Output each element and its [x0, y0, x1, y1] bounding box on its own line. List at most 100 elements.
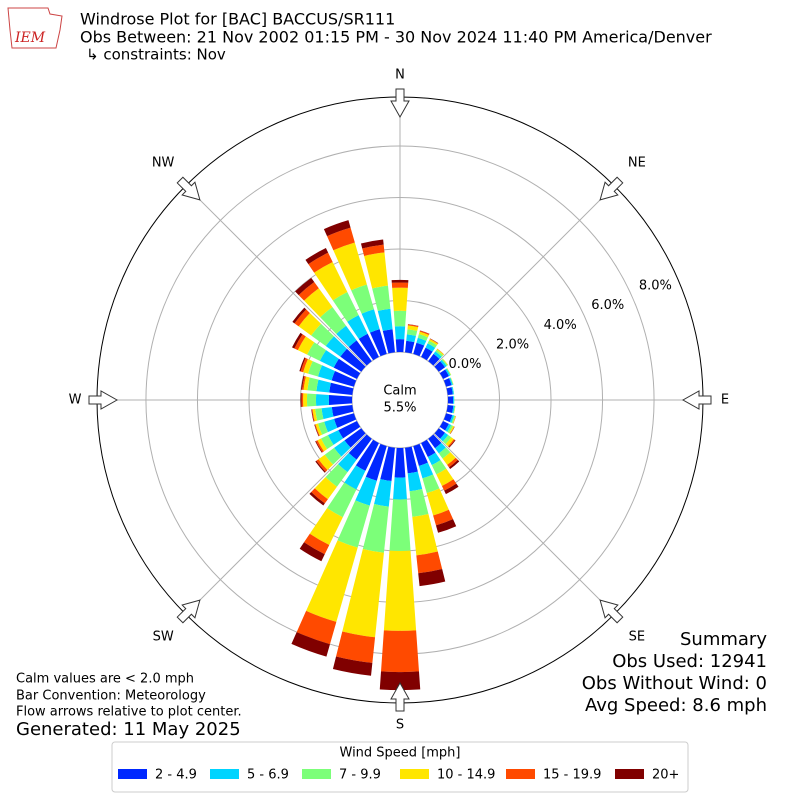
bar-segment — [317, 365, 335, 381]
summary-line: Avg Speed: 8.6 mph — [585, 695, 767, 716]
bar-segment — [380, 446, 395, 482]
bar-segment — [340, 348, 366, 372]
bar-segment — [300, 393, 302, 407]
compass-label: S — [396, 718, 404, 733]
legend-label: 2 - 4.9 — [155, 768, 197, 783]
legend-title: Wind Speed [mph] — [340, 746, 461, 761]
bar-segment — [407, 324, 419, 327]
bar-segment — [440, 432, 449, 442]
compass-label: N — [395, 68, 405, 83]
radial-grid-line — [433, 185, 615, 367]
bar-segment — [417, 334, 428, 341]
chart-subtitle: Obs Between: 21 Nov 2002 01:15 PM - 30 N… — [80, 28, 712, 47]
bar-segment — [433, 509, 454, 526]
bar-segment — [308, 252, 333, 273]
bar-segment — [320, 435, 334, 450]
bar-segment — [336, 325, 357, 347]
bar-segment — [416, 551, 443, 574]
bar-segment — [419, 330, 430, 335]
bar-segment — [445, 437, 454, 447]
bar-segment — [291, 632, 330, 657]
bar-segment — [442, 358, 449, 366]
legend-swatch — [506, 769, 535, 779]
bar-segment — [448, 425, 455, 434]
flow-arrow — [681, 390, 712, 410]
bar-segment — [292, 332, 303, 349]
bar-segment — [311, 409, 315, 422]
legend: Wind Speed [mph] 2 - 4.9 5 - 6.9 7 - 9.9 10… — [111, 741, 689, 793]
bar-segment — [334, 440, 351, 457]
bar-segment — [314, 261, 348, 301]
bar-segment — [332, 292, 359, 322]
bar-segment — [307, 377, 319, 392]
bar-segment — [338, 453, 357, 473]
bar-segment — [315, 440, 324, 453]
logo-text: IEM — [14, 30, 46, 46]
bar-segment — [296, 610, 337, 645]
bar-segment — [428, 339, 438, 346]
summary-line: Obs Used: 12941 — [612, 651, 767, 672]
legend-label: 7 - 9.9 — [339, 768, 381, 783]
bar-segment — [328, 395, 353, 405]
bar-segment — [324, 447, 342, 465]
bar-segment — [439, 421, 449, 431]
bar-segment — [299, 542, 325, 562]
bar-segment — [365, 443, 387, 481]
bar-segment — [320, 306, 347, 334]
bar-segment — [305, 248, 329, 265]
legend-label: 20+ — [652, 768, 679, 783]
bar-segment — [311, 323, 334, 347]
legend-swatch — [210, 769, 239, 779]
bar-segment — [412, 514, 438, 556]
bar-segment — [358, 333, 379, 361]
bar-segment — [372, 285, 391, 311]
bar-segment — [413, 443, 428, 466]
bar-segment — [344, 465, 366, 490]
bar-segment — [327, 430, 344, 445]
bar-segment — [381, 630, 419, 673]
r-tick-label: 2.0% — [496, 338, 529, 353]
bar-segment — [453, 405, 456, 414]
bar-segment — [342, 549, 384, 638]
bar-segment — [362, 504, 389, 553]
bar-segment — [406, 334, 416, 343]
compass-label: NE — [628, 156, 646, 171]
bar-segment — [389, 499, 411, 552]
bar-segment — [294, 309, 310, 327]
bar-segment — [351, 284, 374, 314]
bar-segment — [348, 340, 372, 366]
bar-segment — [446, 387, 453, 395]
bar-segment — [292, 307, 307, 324]
bar-segment — [308, 361, 323, 377]
bar-segment — [405, 340, 415, 354]
bar-segment — [451, 415, 456, 424]
bar-segment — [333, 358, 361, 379]
bar-segment — [419, 330, 430, 335]
bar-segment — [407, 471, 423, 492]
bar-segment — [304, 288, 333, 318]
bar-segment — [307, 342, 327, 361]
note: Calm values are < 2.0 mph — [16, 672, 194, 687]
bar-segment — [427, 452, 441, 466]
bar-segment — [329, 382, 354, 395]
bar-segment — [336, 631, 376, 663]
bar-segment — [317, 438, 328, 452]
flow-arrow — [390, 681, 410, 712]
r-tick-label: 0.0% — [448, 357, 481, 372]
bar-segment — [449, 415, 455, 423]
bar-segment — [418, 569, 446, 587]
bar-segment — [441, 479, 457, 491]
note: Flow arrows relative to plot center. — [16, 705, 242, 720]
bar-segment — [450, 426, 455, 434]
bar-segment — [440, 359, 447, 368]
bar-segment — [449, 377, 453, 386]
bar-segment — [303, 376, 310, 391]
bar-segment — [450, 377, 454, 385]
bar-segment — [301, 393, 304, 407]
bar-segment — [435, 519, 457, 533]
bar-segment — [418, 462, 434, 479]
calm-value: 5.5% — [383, 401, 416, 416]
bar-segment — [453, 396, 455, 404]
bar-segment — [306, 540, 358, 622]
compass-label: W — [69, 393, 82, 408]
